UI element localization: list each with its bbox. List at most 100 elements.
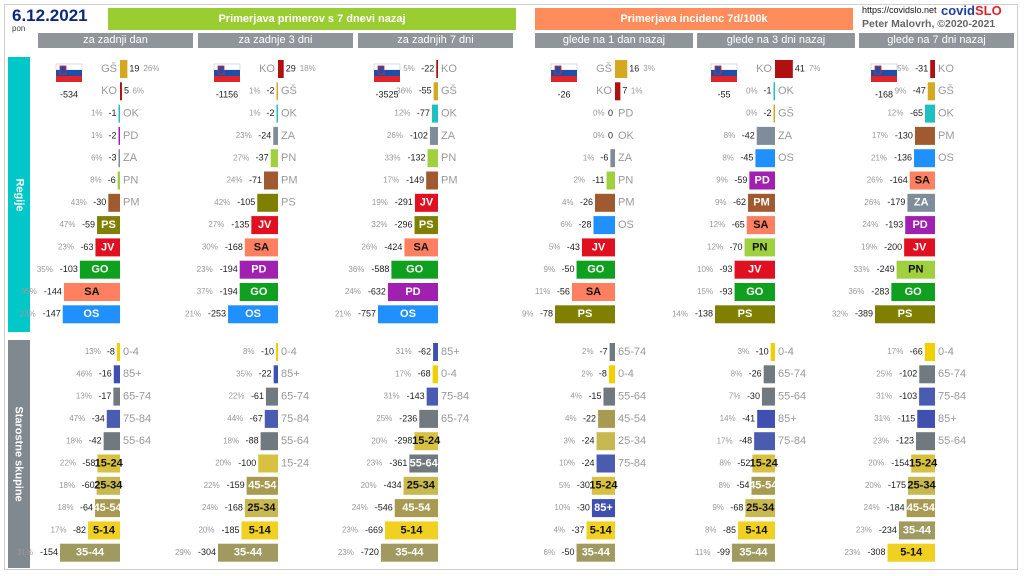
region-label: GŠ	[281, 84, 297, 97]
region-pct: 12%	[887, 109, 903, 118]
column-header-3: za zadnjih 7 dni	[358, 33, 513, 48]
age-label: 25-34	[407, 480, 436, 492]
region-bar	[244, 238, 278, 257]
region-label: PD	[912, 219, 927, 231]
flag-blue-stripe	[551, 70, 577, 76]
column-header-1: za zadnji dan	[38, 33, 193, 48]
age-value: -298	[394, 436, 412, 446]
region-label: PN	[281, 152, 296, 164]
region-value: 5	[124, 86, 129, 96]
age-label: 0-4	[441, 368, 457, 380]
region-value: -194	[220, 264, 238, 274]
age-label: 35-44	[395, 547, 424, 559]
age-label: 0-4	[123, 346, 139, 358]
chart-frame	[4, 4, 1018, 570]
age-bar	[265, 387, 278, 406]
age-value: -546	[375, 502, 393, 512]
age-pct: 9%	[712, 503, 724, 512]
age-label: 0-4	[938, 346, 954, 358]
age-pct: 2%	[582, 347, 594, 356]
region-value: -26	[580, 197, 593, 207]
region-value: 29	[286, 63, 296, 73]
age-label: 55-64	[410, 457, 439, 469]
flag-blue-stripe	[871, 70, 897, 76]
region-label: PD	[618, 108, 633, 120]
region-label: KO	[596, 85, 612, 97]
region-bar	[239, 260, 278, 279]
age-pct: 25%	[876, 369, 892, 378]
age-bar	[426, 387, 438, 406]
age-label: 85+	[594, 502, 613, 514]
age-pct: 11%	[695, 548, 710, 557]
total-value: -534	[60, 89, 78, 99]
age-value: -434	[384, 480, 402, 490]
region-pct: 17%	[383, 176, 399, 185]
age-pct: 18%	[66, 436, 82, 445]
region-pct: 33%	[854, 265, 870, 274]
region-pct: 19%	[861, 243, 877, 252]
region-bar	[930, 60, 935, 78]
region-pct: 47%	[59, 220, 75, 229]
age-bar	[384, 521, 438, 540]
region-label: GO	[587, 264, 605, 276]
region-bar	[746, 216, 775, 235]
region-value: -59	[734, 175, 747, 185]
region-label: OS	[938, 152, 954, 164]
region-pct: 12%	[707, 243, 723, 252]
age-bar	[770, 343, 775, 361]
region-bar	[108, 193, 120, 212]
region-bar	[749, 171, 775, 190]
region-value: -757	[358, 309, 376, 319]
flag-red-stripe	[374, 76, 400, 82]
region-pct: 1%	[583, 153, 595, 162]
age-bar	[432, 365, 438, 384]
age-bar	[608, 365, 615, 384]
flag-blue-stripe	[56, 70, 82, 76]
region-pct: 12%	[709, 220, 725, 229]
age-label: 45-54	[749, 480, 778, 492]
region-value: -50	[562, 264, 575, 274]
age-bar	[731, 543, 775, 562]
region-value: -43	[567, 242, 580, 252]
age-value: -100	[238, 458, 256, 468]
age-bar	[919, 387, 935, 406]
age-bar	[591, 499, 615, 518]
region-pct: 1%	[91, 131, 103, 140]
region-pct: 9%	[716, 176, 728, 185]
region-label: PS	[419, 219, 434, 231]
side-label-regions: Regije	[8, 57, 30, 332]
age-label: 85+	[441, 346, 460, 358]
region-bar	[276, 82, 278, 101]
region-pct: 27%	[208, 220, 224, 229]
region-label: PM	[618, 197, 635, 209]
region-pct: 23%	[197, 265, 213, 274]
region-bar	[914, 149, 935, 168]
age-label: 75-84	[938, 391, 966, 403]
age-bar	[95, 499, 120, 518]
region-pct: 8%	[724, 131, 736, 140]
source-url[interactable]: https://covidslo.net	[862, 5, 937, 15]
region-bar	[120, 60, 128, 78]
age-pct: 22%	[204, 481, 220, 490]
region-label: ZA	[914, 197, 929, 209]
region-label: KO	[259, 63, 275, 75]
age-label: 45-54	[93, 502, 122, 514]
region-value: -55	[419, 86, 432, 96]
age-value: -185	[221, 525, 239, 535]
region-label: GO	[746, 286, 764, 298]
age-value: -52	[737, 458, 750, 468]
region-bar	[571, 283, 615, 301]
region-label: PD	[251, 264, 266, 276]
region-bar	[273, 126, 278, 145]
region-bar	[414, 216, 438, 235]
region-label: GO	[91, 264, 109, 276]
age-label: 35-44	[582, 547, 611, 559]
region-value: -59	[82, 219, 95, 229]
region-pct: 1%	[249, 109, 261, 118]
region-value: -193	[885, 219, 903, 229]
region-pct: 8%	[722, 153, 734, 162]
region-label: PD	[123, 130, 138, 142]
region-bar	[904, 238, 935, 257]
region-bar	[773, 82, 775, 101]
age-bar	[745, 499, 775, 518]
